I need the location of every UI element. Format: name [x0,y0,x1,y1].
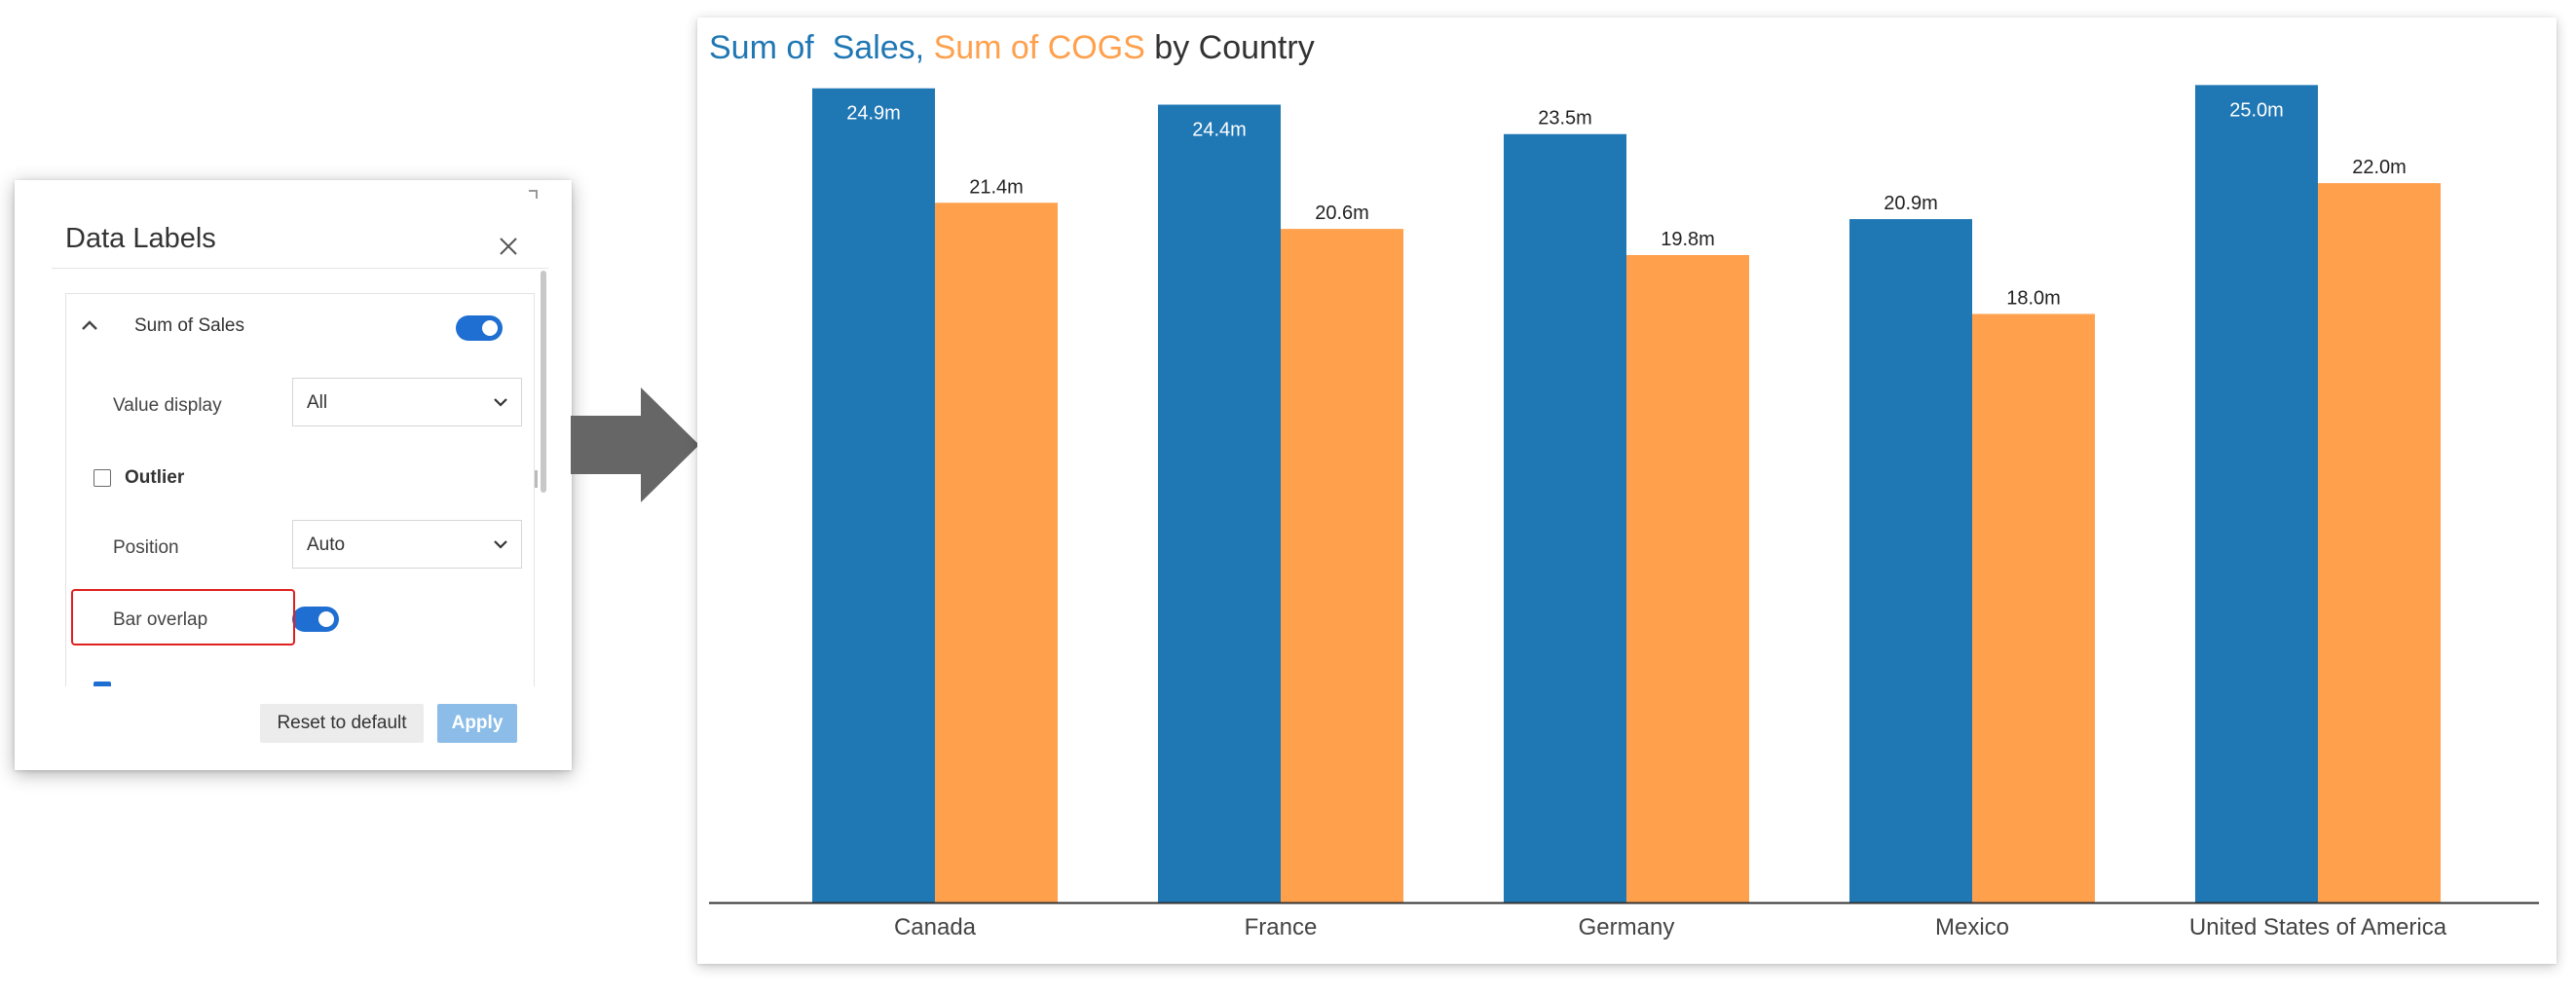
sales-bar-3[interactable] [1849,219,1972,903]
outlier-checkbox[interactable] [93,469,111,487]
position-value: Auto [307,534,346,555]
cogs-data-label-4: 22.0m [2352,157,2407,178]
bar-overlap-highlight [71,589,295,645]
x-tick-label-1: France [1245,914,1318,940]
sales-data-label-3: 20.9m [1884,193,1938,214]
value-display-select[interactable]: All [292,378,522,426]
sales-data-label-1: 24.4m [1192,120,1247,141]
scroll-indicator [535,470,538,488]
chevron-up-icon [82,320,97,330]
x-tick-label-0: Canada [894,914,977,940]
cogs-bar-2[interactable] [1626,255,1749,903]
right-arrow-icon [571,387,699,502]
x-tick-label-3: Mexico [1935,914,2009,940]
bar-overlap-toggle[interactable] [292,607,339,632]
cogs-bar-3[interactable] [1972,313,2095,903]
cogs-data-label-2: 19.8m [1661,229,1715,250]
close-button[interactable] [491,229,524,262]
toggle-knob [482,320,498,336]
title-sales: Sum of Sales [709,29,915,66]
section-label: Sum of Sales [134,315,244,336]
sales-bar-0[interactable] [812,88,935,903]
cogs-bar-1[interactable] [1281,229,1403,903]
chevron-down-icon [494,398,507,407]
outlier-label: Outlier [125,467,185,488]
chevron-down-icon [494,540,507,549]
title-comma: , [915,29,934,66]
scrollbar-thumb[interactable] [541,271,546,493]
dialog-title: Data Labels [65,223,216,254]
partially-visible-checkbox[interactable] [93,682,111,686]
x-tick-label-2: Germany [1579,914,1675,940]
close-icon [500,238,517,255]
bar-overlap-label: Bar overlap [113,609,208,630]
settings-scroll-area[interactable]: Sum of Sales Value display All Outlier P… [65,293,535,686]
bar-chart: 24.9m 21.4m Canada 24.4m 20.6m France 23.5m 19.… [709,85,2539,940]
sum-of-sales-section-header[interactable]: Sum of Sales [66,294,534,360]
position-select[interactable]: Auto [292,520,522,569]
chart-card: Sum of Sales, Sum of COGS by Country 24.… [697,18,2557,964]
cogs-data-label-3: 18.0m [2006,287,2061,309]
resize-corner-icon [529,190,538,199]
sales-bar-1[interactable] [1158,104,1281,903]
cogs-data-label-1: 20.6m [1315,203,1369,224]
sales-bar-2[interactable] [1504,133,1626,903]
position-label: Position [113,537,179,558]
title-suffix: by Country [1144,29,1315,66]
sales-data-label-2: 23.5m [1538,108,1592,129]
sales-data-label-4: 25.0m [2229,99,2284,121]
reset-to-default-button[interactable]: Reset to default [260,704,424,743]
cogs-bar-0[interactable] [935,203,1058,903]
sum-of-sales-toggle[interactable] [456,315,503,341]
value-display-label: Value display [113,395,222,416]
x-tick-label-4: United States of America [2189,914,2447,940]
toggle-knob [318,611,334,627]
title-cogs: Sum of COGS [933,29,1145,66]
value-display-value: All [307,392,328,413]
title-divider [52,268,548,269]
sales-bar-4[interactable] [2195,85,2318,903]
apply-button[interactable]: Apply [437,704,517,743]
cogs-bar-4[interactable] [2318,183,2441,903]
chart-title: Sum of Sales, Sum of COGS by Country [709,29,1315,67]
sales-data-label-0: 24.9m [846,103,901,125]
data-labels-dialog: Data Labels Sum of Sales Value display A… [15,180,572,770]
cogs-data-label-0: 21.4m [969,176,1024,198]
